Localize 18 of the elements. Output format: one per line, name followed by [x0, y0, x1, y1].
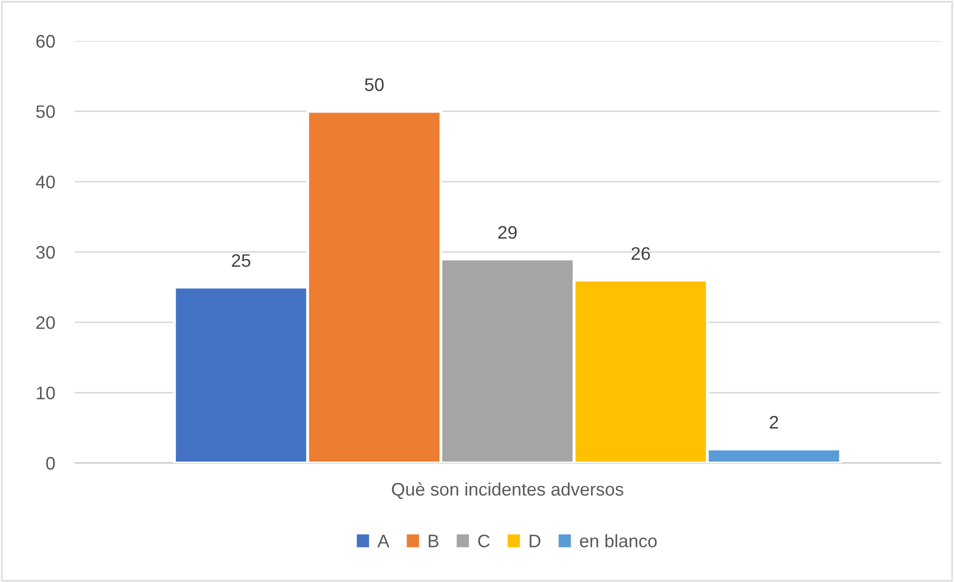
- y-tick-label: 20: [36, 316, 55, 330]
- legend-label: D: [530, 534, 540, 548]
- data-label: 50: [364, 78, 384, 92]
- legend-label: A: [377, 534, 390, 548]
- legend-label: B: [428, 534, 438, 548]
- data-label: 29: [498, 226, 517, 239]
- y-tick-label: 60: [36, 34, 55, 48]
- data-label: 2: [770, 416, 778, 429]
- x-tick-label: Què son incidentes adversos: [392, 482, 624, 499]
- y-tick-label: 0: [46, 456, 55, 470]
- y-tick-label: 40: [36, 176, 55, 188]
- data-label: 25: [232, 254, 250, 267]
- data-label: 26: [632, 247, 650, 260]
- y-tick-label: 50: [36, 105, 55, 118]
- y-tick-label: 30: [36, 246, 55, 259]
- legend-label: en blanco: [580, 534, 657, 548]
- y-tick-label: 10: [36, 386, 55, 400]
- legend-label: C: [478, 534, 490, 548]
